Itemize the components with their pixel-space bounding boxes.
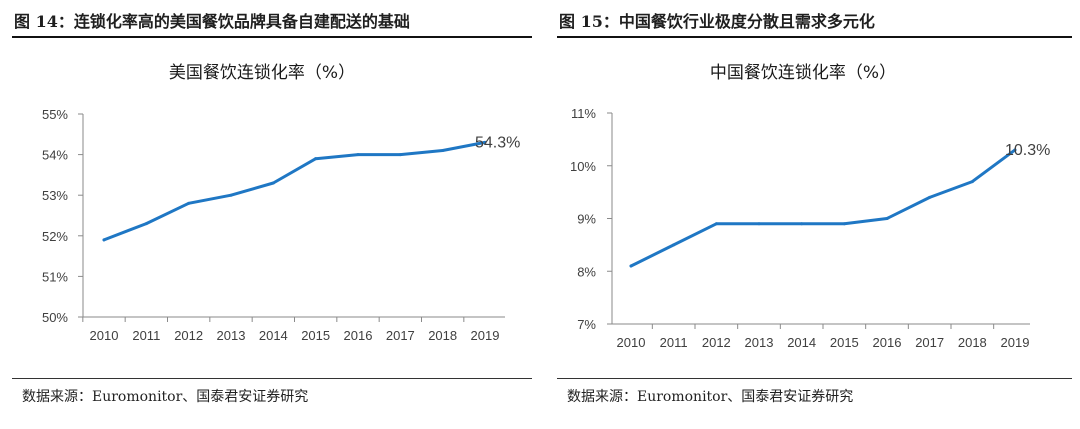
- y-tick-label: 7%: [577, 317, 596, 332]
- data-point: [757, 222, 761, 226]
- data-label: 10.3%: [1005, 142, 1050, 159]
- x-tick-label: 2018: [958, 335, 987, 350]
- data-point: [1013, 148, 1017, 152]
- y-tick-label: 54%: [42, 148, 68, 163]
- y-tick-label: 50%: [42, 310, 68, 325]
- title-rule: [12, 36, 532, 38]
- y-tick-label: 11%: [571, 106, 596, 121]
- x-tick-label: 2016: [344, 328, 373, 343]
- x-tick-label: 2010: [90, 328, 119, 343]
- x-tick-label: 2011: [660, 335, 688, 350]
- series-line: [102, 140, 487, 242]
- data-point: [672, 243, 676, 247]
- y-tick-label: 10%: [570, 159, 596, 174]
- y-tick-label: 51%: [42, 269, 68, 284]
- source-note: 数据来源：Euromonitor、国泰君安证券研究: [567, 389, 854, 405]
- figure-14-panel: 图 14：连锁化率高的美国餐饮品牌具备自建配送的基础 美国餐饮连锁化率（%） 50…: [12, 12, 532, 405]
- chart-title: 美国餐饮连锁化率（%）: [169, 63, 355, 83]
- x-tick-label: 2014: [259, 328, 288, 343]
- data-point: [800, 222, 804, 226]
- source-rule: [557, 378, 1072, 379]
- x-tick-label: 2015: [301, 328, 330, 343]
- y-tick-label: 9%: [577, 212, 596, 227]
- figure-title: 图 14：连锁化率高的美国餐饮品牌具备自建配送的基础: [14, 12, 410, 31]
- y-tick-label: 53%: [42, 188, 68, 203]
- source-rule: [12, 378, 532, 379]
- chart-title: 中国餐饮连锁化率（%）: [710, 63, 896, 83]
- figure-title: 图 15：中国餐饮行业极度分散且需求多元化: [559, 12, 875, 31]
- x-tick-label: 2017: [386, 328, 415, 343]
- series-line: [629, 148, 1017, 268]
- data-point: [629, 264, 633, 268]
- china-chain-rate-chart: 中国餐饮连锁化率（%） 7% 8% 9% 10% 11% 2010 2011 2012 2013 2…: [570, 63, 1050, 350]
- x-tick-label: 2015: [830, 335, 859, 350]
- data-point: [483, 140, 487, 144]
- data-point: [928, 195, 932, 199]
- data-point: [144, 222, 148, 226]
- data-point: [842, 222, 846, 226]
- x-tick-label: 2013: [745, 335, 774, 350]
- data-point: [102, 238, 106, 242]
- x-tick-label: 2010: [617, 335, 646, 350]
- y-tick-label: 55%: [42, 107, 68, 122]
- x-tick-label: 2018: [428, 328, 457, 343]
- data-point: [229, 193, 233, 197]
- data-point: [356, 153, 360, 157]
- figure-15-panel: 图 15：中国餐饮行业极度分散且需求多元化 中国餐饮连锁化率（%） 7% 8% 9% 1…: [545, 0, 1080, 429]
- data-label: 54.3%: [475, 134, 520, 151]
- x-tick-label: 2016: [873, 335, 902, 350]
- y-tick-label: 52%: [42, 229, 68, 244]
- x-tick-label: 2013: [217, 328, 246, 343]
- x-tick-label: 2019: [1001, 335, 1030, 350]
- data-point: [271, 181, 275, 185]
- data-point: [187, 201, 191, 205]
- data-point: [714, 222, 718, 226]
- x-tick-label: 2014: [787, 335, 816, 350]
- data-point: [441, 149, 445, 153]
- x-tick-label: 2012: [702, 335, 731, 350]
- x-tick-label: 2019: [471, 328, 500, 343]
- us-chain-rate-chart: 美国餐饮连锁化率（%） 50% 51% 52% 53% 54% 55% 2010 2011 201…: [42, 63, 520, 343]
- x-tick-label: 2017: [915, 335, 944, 350]
- source-note: 数据来源：Euromonitor、国泰君安证券研究: [22, 389, 309, 405]
- x-tick-label: 2012: [174, 328, 203, 343]
- title-rule: [557, 36, 1072, 38]
- data-point: [314, 157, 318, 161]
- data-point: [970, 180, 974, 184]
- x-tick-label: 2011: [132, 328, 160, 343]
- data-point: [398, 153, 402, 157]
- data-point: [885, 217, 889, 220]
- y-tick-label: 8%: [577, 264, 596, 279]
